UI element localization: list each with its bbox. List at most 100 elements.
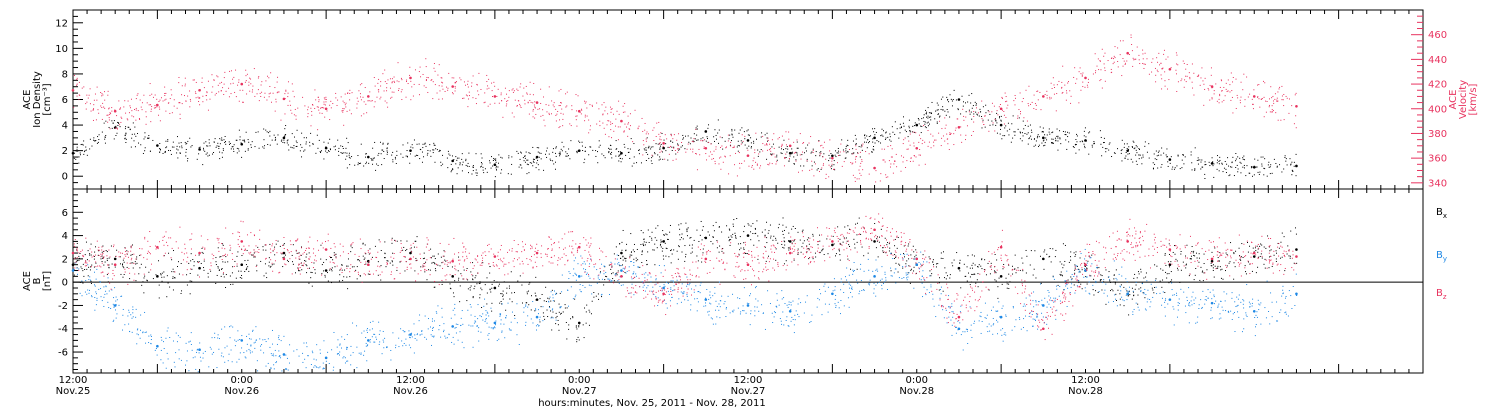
data-dot (298, 270, 300, 272)
data-dot (1095, 70, 1097, 72)
data-dot (1124, 63, 1126, 65)
data-dot (80, 144, 82, 146)
data-dot (780, 146, 782, 148)
data-dot (548, 153, 550, 155)
data-dot (233, 148, 235, 150)
data-dot (695, 128, 697, 130)
data-dot (187, 140, 189, 142)
data-dot (488, 87, 490, 89)
data-dot (1221, 80, 1223, 82)
data-dot (1263, 167, 1265, 169)
data-dot (484, 168, 486, 170)
data-dot (1035, 140, 1037, 142)
data-dot (422, 73, 424, 75)
data-dot (1261, 244, 1263, 246)
data-dot (522, 95, 524, 97)
data-dot (491, 82, 493, 84)
data-dot (1287, 245, 1289, 247)
data-dot (629, 125, 631, 127)
data-dot (245, 264, 247, 266)
data-dot (504, 98, 506, 100)
data-dot (88, 94, 90, 96)
data-dot (1008, 134, 1010, 136)
data-dot (486, 74, 488, 76)
data-dot (856, 156, 858, 158)
data-dot (391, 81, 393, 83)
data-dot (857, 152, 859, 154)
data-dot (433, 144, 435, 146)
data-dot (235, 277, 237, 279)
data-dot (292, 261, 294, 263)
data-dot (411, 144, 413, 146)
data-dot (1244, 105, 1246, 107)
data-dot (715, 146, 717, 148)
data-dot (274, 139, 276, 141)
data-dot (1264, 258, 1266, 260)
data-dot (654, 152, 656, 154)
data-dot (707, 231, 709, 233)
data-dot (693, 133, 695, 135)
data-dot (1104, 70, 1106, 72)
data-dot (124, 128, 126, 130)
data-dot (1127, 158, 1129, 160)
data-dot (1253, 165, 1255, 167)
data-dot (696, 134, 698, 136)
data-dot (318, 101, 320, 103)
data-dot (872, 148, 874, 150)
data-dot (778, 137, 780, 139)
data-dot (284, 113, 286, 115)
data-dot (586, 115, 588, 117)
data-dot (93, 104, 95, 106)
data-dot (926, 122, 928, 124)
data-dot (197, 274, 199, 276)
data-dot (1159, 280, 1161, 282)
data-dot (305, 260, 307, 262)
data-dot (360, 96, 362, 98)
data-dot (463, 81, 465, 83)
data-dot (383, 257, 385, 259)
data-dot (1108, 143, 1110, 145)
data-dot (107, 114, 109, 116)
data-dot (104, 99, 106, 101)
data-dot (440, 256, 442, 258)
data-dot (413, 246, 415, 248)
data-dot (486, 171, 488, 173)
data-dot (1049, 255, 1051, 257)
data-dot (1137, 303, 1139, 305)
data-dot (237, 251, 239, 253)
data-dot (1076, 133, 1078, 135)
data-dot (602, 122, 604, 124)
data-dot (208, 154, 210, 156)
data-dot (501, 303, 503, 305)
data-dot (1227, 79, 1229, 81)
data-dot (1240, 96, 1242, 98)
data-dot (406, 79, 408, 81)
data-dot (293, 114, 295, 116)
data-dot (139, 254, 141, 256)
data-dot (164, 152, 166, 154)
data-dot (949, 277, 951, 279)
data-dot (658, 159, 660, 161)
data-dot (677, 151, 679, 153)
data-dot (391, 91, 393, 93)
data-dot (1009, 281, 1011, 283)
data-dot (793, 163, 795, 165)
data-dot (1060, 274, 1062, 276)
data-dot (296, 142, 298, 144)
data-dot (197, 261, 199, 263)
data-dot (624, 146, 626, 148)
data-dot (167, 282, 169, 284)
data-dot (1136, 163, 1138, 165)
data-dot (296, 252, 298, 254)
data-dot (684, 245, 686, 247)
data-dot (622, 264, 624, 266)
data-dot (1292, 170, 1294, 172)
data-dot (899, 127, 901, 129)
data-dot (621, 158, 623, 160)
data-dot (76, 83, 78, 85)
data-dot (1245, 273, 1247, 275)
data-dot (1093, 141, 1095, 143)
data-dot (1193, 94, 1195, 96)
data-dot (560, 312, 562, 314)
data-dot (244, 81, 246, 83)
